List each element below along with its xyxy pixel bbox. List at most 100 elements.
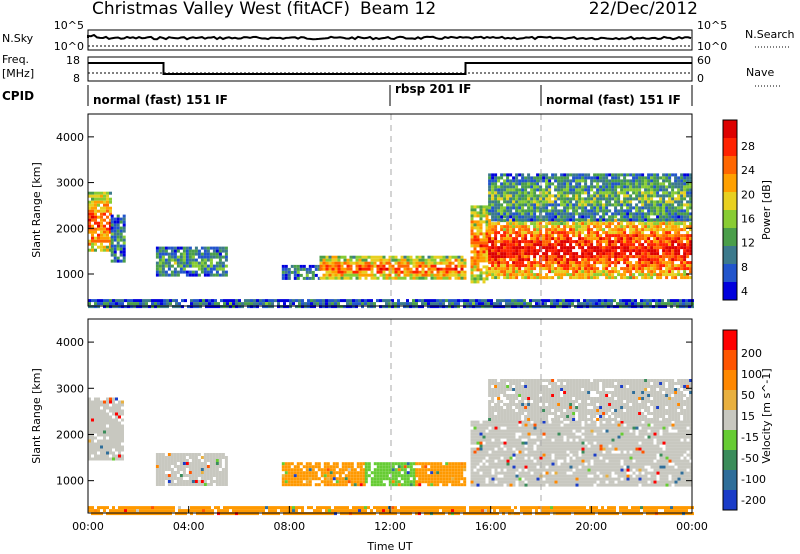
echo-cell bbox=[668, 240, 672, 244]
echo-cell bbox=[530, 203, 534, 207]
echo-cell bbox=[424, 471, 428, 475]
echo-cell bbox=[638, 237, 642, 241]
echo-cell bbox=[518, 240, 522, 244]
echo-cell bbox=[509, 185, 513, 189]
echo-cell bbox=[394, 474, 398, 478]
echo-cell bbox=[433, 273, 437, 277]
echo-cell bbox=[608, 249, 612, 253]
echo-cell bbox=[91, 215, 94, 219]
echo-cell bbox=[527, 218, 531, 222]
echo-cell bbox=[650, 191, 654, 195]
echo-cell bbox=[578, 200, 582, 204]
echo-cell bbox=[109, 218, 112, 222]
echo-cell bbox=[605, 173, 609, 177]
echo-cell bbox=[491, 209, 495, 213]
echo-cell bbox=[500, 462, 504, 466]
echo-cell bbox=[505, 305, 508, 309]
echo-cell bbox=[116, 238, 120, 242]
echo-cell bbox=[359, 474, 363, 478]
echo-cell bbox=[635, 173, 639, 177]
echo-cell bbox=[97, 415, 100, 419]
echo-cell bbox=[436, 276, 440, 280]
echo-cell bbox=[302, 471, 306, 475]
echo-cell bbox=[530, 197, 534, 201]
echo-cell bbox=[209, 264, 213, 268]
echo-cell bbox=[602, 222, 606, 226]
echo-cell bbox=[238, 302, 241, 306]
echo-cell bbox=[500, 194, 504, 198]
echo-cell bbox=[514, 305, 517, 309]
echo-cell bbox=[370, 477, 374, 481]
echo-cell bbox=[221, 474, 225, 477]
echo-cell bbox=[439, 480, 443, 484]
echo-cell bbox=[524, 276, 528, 280]
echo-cell bbox=[470, 238, 474, 242]
echo-cell bbox=[121, 424, 124, 428]
echo-cell bbox=[686, 218, 690, 222]
echo-cell bbox=[118, 412, 121, 416]
echo-cell bbox=[325, 261, 329, 265]
echo-cell bbox=[608, 191, 612, 195]
echo-cell bbox=[317, 477, 321, 481]
echo-cell bbox=[515, 173, 519, 177]
echo-cell bbox=[221, 468, 225, 471]
echo-cell bbox=[671, 276, 675, 280]
echo-cell bbox=[530, 480, 534, 484]
echo-cell bbox=[94, 421, 97, 425]
echo-cell bbox=[641, 252, 645, 256]
echo-cell bbox=[587, 240, 591, 244]
echo-cell bbox=[166, 299, 169, 303]
echo-cell bbox=[512, 438, 516, 442]
echo-cell bbox=[635, 218, 639, 222]
echo-cell bbox=[689, 252, 693, 256]
echo-cell bbox=[182, 462, 186, 465]
echo-cell bbox=[512, 264, 516, 268]
echo-cell bbox=[160, 305, 163, 309]
echo-cell bbox=[181, 299, 184, 303]
echo-cell bbox=[608, 209, 612, 213]
echo-cell bbox=[403, 261, 407, 265]
echo-cell bbox=[677, 209, 681, 213]
echo-cell bbox=[206, 246, 210, 250]
echo-cell bbox=[626, 197, 630, 201]
echo-cell bbox=[328, 302, 331, 306]
echo-cell bbox=[667, 299, 670, 303]
echo-cell bbox=[290, 468, 294, 472]
echo-cell bbox=[350, 483, 354, 487]
echo-cell bbox=[385, 276, 389, 280]
echo-cell bbox=[479, 459, 483, 463]
echo-cell bbox=[554, 273, 558, 277]
echo-cell bbox=[506, 444, 510, 448]
echo-cell bbox=[527, 438, 531, 442]
echo-cell bbox=[524, 432, 528, 436]
echo-cell bbox=[629, 215, 633, 219]
echo-cell bbox=[155, 273, 159, 277]
echo-cell bbox=[533, 450, 537, 454]
echo-cell bbox=[503, 477, 507, 481]
echo-cell bbox=[530, 444, 534, 448]
echo-cell bbox=[224, 480, 228, 483]
echo-cell bbox=[421, 474, 425, 478]
echo-cell bbox=[293, 471, 297, 475]
echo-cell bbox=[340, 299, 343, 303]
echo-cell bbox=[569, 191, 573, 195]
echo-cell bbox=[305, 468, 309, 472]
echo-cell bbox=[115, 421, 118, 425]
echo-cell bbox=[527, 243, 531, 247]
echo-cell bbox=[188, 255, 192, 259]
echo-cell bbox=[614, 267, 618, 271]
echo-cell bbox=[281, 480, 285, 484]
echo-cell bbox=[563, 188, 567, 192]
echo-cell bbox=[473, 456, 477, 460]
echo-cell bbox=[557, 185, 561, 189]
echo-cell bbox=[349, 258, 353, 262]
echo-cell bbox=[659, 267, 663, 271]
echo-cell bbox=[469, 299, 472, 303]
echo-cell bbox=[97, 191, 100, 195]
echo-cell bbox=[530, 231, 534, 235]
echo-cell bbox=[122, 217, 126, 221]
echo-cell bbox=[97, 200, 100, 204]
echo-cell bbox=[445, 462, 449, 466]
echo-cell bbox=[560, 218, 564, 222]
echo-cell bbox=[677, 203, 681, 207]
